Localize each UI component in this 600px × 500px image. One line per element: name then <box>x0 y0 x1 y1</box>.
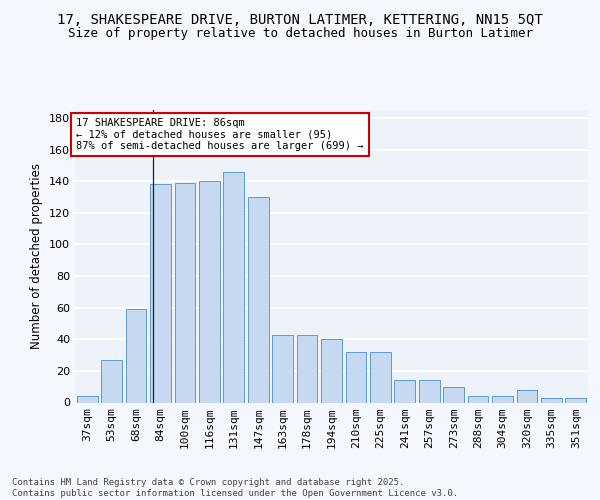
Bar <box>296 334 317 402</box>
Bar <box>541 398 562 402</box>
Bar <box>248 197 269 402</box>
Text: 17, SHAKESPEARE DRIVE, BURTON LATIMER, KETTERING, NN15 5QT: 17, SHAKESPEARE DRIVE, BURTON LATIMER, K… <box>57 12 543 26</box>
Bar <box>370 352 391 403</box>
Bar <box>272 334 293 402</box>
Y-axis label: Number of detached properties: Number of detached properties <box>31 163 43 349</box>
Bar <box>394 380 415 402</box>
Text: Size of property relative to detached houses in Burton Latimer: Size of property relative to detached ho… <box>67 28 533 40</box>
Bar <box>101 360 122 403</box>
Bar <box>492 396 513 402</box>
Bar <box>175 182 196 402</box>
Bar <box>565 398 586 402</box>
Bar <box>467 396 488 402</box>
Bar <box>517 390 538 402</box>
Bar <box>199 181 220 402</box>
Bar <box>346 352 367 403</box>
Bar <box>77 396 98 402</box>
Bar <box>125 309 146 402</box>
Bar <box>321 340 342 402</box>
Bar <box>150 184 171 402</box>
Bar <box>223 172 244 402</box>
Bar <box>443 386 464 402</box>
Text: Contains HM Land Registry data © Crown copyright and database right 2025.
Contai: Contains HM Land Registry data © Crown c… <box>12 478 458 498</box>
Bar <box>419 380 440 402</box>
Text: 17 SHAKESPEARE DRIVE: 86sqm
← 12% of detached houses are smaller (95)
87% of sem: 17 SHAKESPEARE DRIVE: 86sqm ← 12% of det… <box>76 118 364 151</box>
